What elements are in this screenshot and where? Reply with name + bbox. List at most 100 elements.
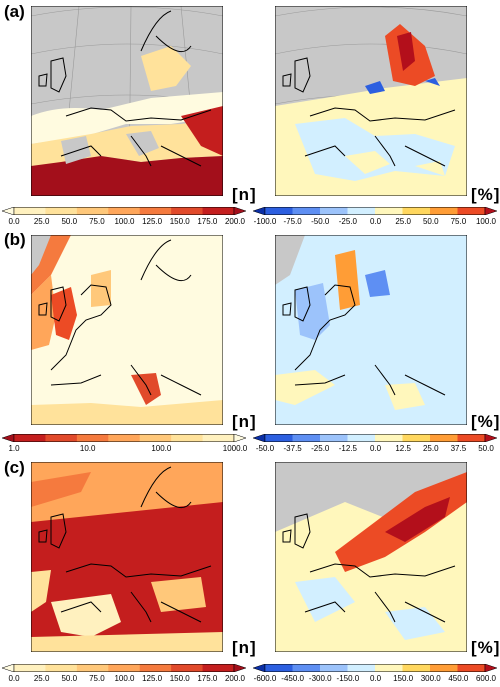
colorbar-tick-label: -25.0	[338, 217, 357, 226]
colorbar-tick-label: 600.0	[475, 674, 497, 683]
colorbar-segment	[171, 664, 204, 672]
colorbar-extend-low	[2, 434, 15, 442]
colorbar-segment	[265, 434, 293, 442]
colorbar-segment	[375, 434, 403, 442]
colorbar-tick-label: 175.0	[197, 674, 218, 683]
colorbar-segment	[14, 664, 46, 672]
colorbar-segment	[320, 207, 348, 215]
colorbar-b-left	[2, 434, 246, 442]
colorbar-tick-label: 200.0	[224, 674, 246, 683]
colorbar-segment	[402, 434, 431, 442]
colorbar-tick-label: -75.0	[283, 217, 302, 226]
colorbar-tick-label: -25.0	[311, 444, 330, 453]
colorbar-segment	[347, 207, 376, 215]
colorbar-extend-high	[233, 664, 246, 672]
colorbar-segment	[45, 664, 78, 672]
colorbar-segment	[14, 434, 46, 442]
colorbar-tick-label: 125.0	[142, 674, 163, 683]
colorbar-segment	[320, 664, 348, 672]
colorbar-tick-label: -50.0	[255, 444, 275, 453]
colorbar-tick-label: 200.0	[224, 217, 246, 226]
colorbar-extend-low	[2, 664, 15, 672]
colorbar-segment	[347, 664, 376, 672]
colorbar-tick-label: 0.0	[369, 217, 382, 226]
colorbar-segment	[292, 207, 321, 215]
colorbar-segment	[108, 664, 141, 672]
colorbar-a-left	[2, 207, 246, 215]
colorbar-tick-label: 10.0	[79, 444, 96, 453]
colorbar-tick-label: 75.0	[450, 217, 467, 226]
unit-b-right: [%]	[471, 412, 500, 431]
colorbar-tick-label: -12.5	[338, 444, 357, 453]
colorbar-segment	[76, 664, 109, 672]
colorbar-tick-label: 25.0	[395, 217, 411, 226]
colorbar-extend-high	[233, 434, 246, 442]
colorbar-segment	[347, 434, 376, 442]
unit-a-right: [%]	[471, 185, 500, 204]
colorbar-tick-label: -150.0	[336, 674, 360, 683]
colorbar-tick-label: -450.0	[281, 674, 304, 683]
colorbar-segment	[139, 664, 172, 672]
colorbar-segment	[76, 434, 109, 442]
colorbar-segment	[45, 207, 78, 215]
colorbar-segment	[375, 207, 403, 215]
colorbar-tick-label: 50.0	[478, 444, 494, 453]
colorbar-segment	[76, 207, 109, 215]
colorbar-tick-label: 175.0	[197, 217, 218, 226]
map-b-left	[31, 235, 223, 425]
panel-label-b: (b)	[4, 230, 26, 249]
colorbar-segment	[265, 664, 293, 672]
colorbar-segment	[265, 207, 293, 215]
colorbar-tick-label: 0.0	[8, 217, 20, 226]
colorbar-tick-label: -300.0	[308, 674, 332, 683]
colorbar-segment	[202, 664, 235, 672]
colorbar-extend-low	[253, 434, 266, 442]
colorbar-tick-label: 50.0	[61, 674, 78, 683]
colorbar-tick-label: 75.0	[89, 217, 105, 226]
colorbar-extend-high	[484, 664, 497, 672]
colorbar-tick-label: -37.5	[283, 444, 302, 453]
map-c-left	[31, 462, 223, 652]
colorbar-tick-label: 25.0	[33, 674, 50, 683]
colorbar-segment	[457, 207, 486, 215]
colorbar-segment	[14, 207, 46, 215]
colorbar-segment	[139, 207, 172, 215]
colorbar-ticks-b-left: 1.0 10.0 100.0 1000.0	[8, 444, 247, 454]
colorbar-segment	[457, 434, 486, 442]
colorbar-extend-low	[253, 207, 266, 215]
colorbar-ticks-c-left: 0.0 25.0 50.0 75.0 100.0 125.0 150.0 175.0 200.0	[8, 674, 245, 684]
colorbar-tick-label: 0.0	[369, 674, 382, 683]
colorbar-extend-high	[484, 434, 497, 442]
colorbar-tick-label: 25.0	[33, 217, 50, 226]
colorbar-tick-label: 300.0	[420, 674, 441, 683]
colorbar-tick-label: 125.0	[142, 217, 163, 226]
colorbar-tick-label: 0.0	[369, 444, 382, 453]
colorbar-segment	[457, 664, 486, 672]
colorbar-ticks-b-right: -50.0 -37.5 -25.0 -12.5 0.0 12.5 25.0 37.5 50.0	[256, 444, 494, 454]
map-c-right	[275, 462, 467, 652]
colorbar-segment	[375, 664, 403, 672]
colorbar-extend-high	[233, 207, 246, 215]
map-b-right	[275, 235, 467, 425]
colorbar-segment	[402, 207, 431, 215]
colorbar-a-right	[253, 207, 497, 215]
colorbar-segment	[430, 664, 458, 672]
map-a-right	[275, 6, 467, 196]
colorbar-tick-label: 150.0	[169, 217, 190, 226]
colorbar-tick-label: 150.0	[393, 674, 414, 683]
unit-c-left: [n]	[232, 638, 257, 657]
panel-label-a: (a)	[4, 2, 25, 21]
colorbar-tick-label: 150.0	[169, 674, 190, 683]
colorbar-tick-label: -600.0	[253, 674, 277, 683]
colorbar-segment	[108, 207, 141, 215]
colorbar-ticks-a-right: -100.0 -75.0 -50.0 -25.0 0.0 25.0 50.0 75.0 100.…	[254, 217, 496, 227]
colorbar-segment	[171, 434, 204, 442]
colorbar-tick-label: 100.0	[151, 444, 172, 453]
colorbar-tick-label: -100.0	[253, 217, 277, 226]
colorbar-segment	[292, 434, 321, 442]
colorbar-tick-label: 50.0	[61, 217, 78, 226]
colorbar-tick-label: 450.0	[448, 674, 469, 683]
colorbar-segment	[430, 207, 458, 215]
colorbar-c-left	[2, 664, 246, 672]
panel-label-c: (c)	[4, 458, 25, 477]
